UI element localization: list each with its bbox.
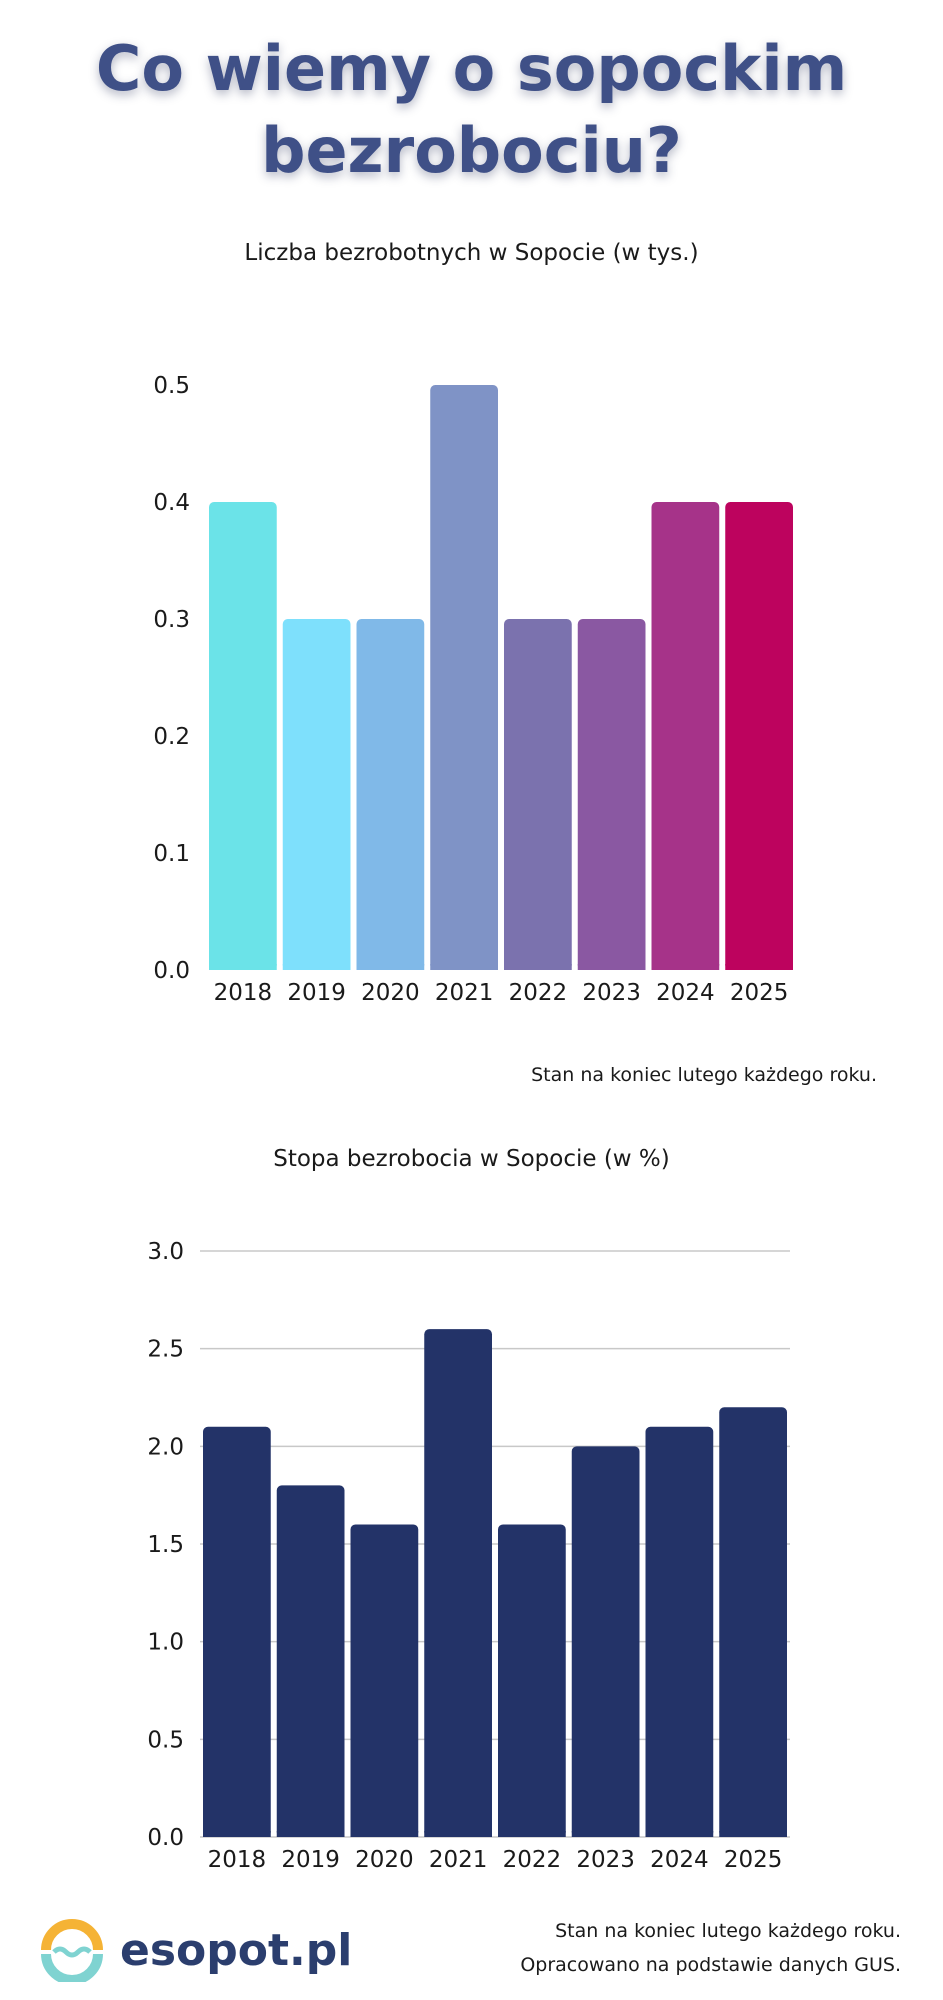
count-bar-2019 bbox=[282, 619, 351, 970]
count-bar-base-2023 bbox=[577, 964, 646, 970]
rate-bar-base-2024 bbox=[645, 1831, 714, 1837]
rate-y-tick-label: 0.0 bbox=[147, 1825, 184, 1851]
count-bar-2021 bbox=[430, 385, 498, 970]
rate-x-tick-label: 2023 bbox=[576, 1847, 635, 1870]
count-bar-2020 bbox=[356, 619, 425, 970]
count-bar-2023 bbox=[577, 619, 646, 970]
sun-waves-logo-icon bbox=[41, 1919, 103, 1982]
count-x-tick-label: 2020 bbox=[361, 980, 420, 1006]
count-bar-2022 bbox=[504, 619, 572, 970]
footer-note-source: Opracowano na podstawie danych GUS. bbox=[520, 1954, 901, 1976]
count-y-tick-label: 0.0 bbox=[153, 958, 190, 984]
rate-x-tick-label: 2019 bbox=[281, 1847, 340, 1870]
rate-x-tick-label: 2022 bbox=[503, 1847, 562, 1870]
esopot-logo: esopot.pl bbox=[40, 1918, 352, 1982]
count-bar-base-2025 bbox=[725, 964, 793, 970]
rate-bar-base-2020 bbox=[350, 1831, 419, 1837]
rate-bar-base-2019 bbox=[276, 1831, 345, 1837]
chart2-title: Stopa bezrobocia w Sopocie (w %) bbox=[273, 1146, 670, 1172]
count-x-tick-label: 2023 bbox=[582, 980, 641, 1006]
rate-y-tick-label: 2.5 bbox=[147, 1337, 184, 1363]
rate-bar-2022 bbox=[498, 1524, 566, 1837]
count-bar-base-2019 bbox=[282, 964, 351, 970]
rate-x-tick-label: 2025 bbox=[724, 1847, 783, 1870]
rate-bar-2025 bbox=[719, 1407, 787, 1837]
rate-bar-2019 bbox=[276, 1485, 345, 1837]
count-y-tick-label: 0.2 bbox=[153, 724, 190, 750]
footer-note-date: Stan na koniec lutego każdego roku. bbox=[555, 1920, 901, 1942]
count-bar-base-2024 bbox=[651, 964, 720, 970]
count-x-tick-label: 2019 bbox=[287, 980, 346, 1006]
rate-x-tick-label: 2020 bbox=[355, 1847, 414, 1870]
rate-bar-2020 bbox=[350, 1524, 419, 1837]
page-title-line2: bezrobociu? bbox=[261, 114, 682, 187]
unemployment-rate-chart: 0.0 0.5 1.0 1.5 2.0 2.5 3.0 2018 2019 2020 2021 202… bbox=[147, 1239, 790, 1870]
count-y-tick-label: 0.4 bbox=[153, 490, 190, 516]
count-y-tick-label: 0.5 bbox=[153, 373, 190, 399]
rate-y-tick-label: 1.0 bbox=[147, 1630, 184, 1656]
rate-bar-base-2021 bbox=[424, 1831, 492, 1837]
rate-y-tick-label: 0.5 bbox=[147, 1727, 184, 1753]
count-bar-base-2022 bbox=[504, 964, 572, 970]
rate-bar-2018 bbox=[203, 1426, 271, 1837]
count-x-tick-label: 2022 bbox=[509, 980, 568, 1006]
brand-name: esopot.pl bbox=[120, 1924, 353, 1976]
page-title-line1: Co wiemy o sopockim bbox=[95, 32, 848, 105]
count-y-tick-label: 0.3 bbox=[153, 607, 190, 633]
count-y-tick-label: 0.1 bbox=[153, 841, 190, 867]
rate-bar-base-2018 bbox=[203, 1831, 271, 1837]
rate-bar-base-2022 bbox=[498, 1831, 566, 1837]
count-bar-2025 bbox=[725, 502, 793, 970]
page-title: Co wiemy o sopockim bezrobociu? bbox=[0, 28, 943, 192]
count-bar-base-2021 bbox=[430, 964, 498, 970]
count-x-tick-label: 2018 bbox=[214, 980, 273, 1006]
rate-y-tick-label: 2.0 bbox=[147, 1434, 184, 1460]
count-bar-base-2018 bbox=[209, 964, 277, 970]
rate-bar-base-2023 bbox=[571, 1831, 640, 1837]
count-x-tick-label: 2025 bbox=[730, 980, 789, 1006]
count-bar-base-2020 bbox=[356, 964, 425, 970]
rate-bar-2021 bbox=[424, 1329, 492, 1837]
count-bar-2024 bbox=[651, 502, 720, 970]
rate-x-tick-label: 2018 bbox=[208, 1847, 267, 1870]
chart1-note: Stan na koniec lutego każdego roku. bbox=[531, 1064, 877, 1086]
rate-y-tick-label: 1.5 bbox=[147, 1532, 184, 1558]
rate-x-tick-label: 2024 bbox=[650, 1847, 709, 1870]
count-bar-2018 bbox=[209, 502, 277, 970]
count-x-tick-label: 2024 bbox=[656, 980, 715, 1006]
rate-x-tick-label: 2021 bbox=[429, 1847, 488, 1870]
rate-bar-2024 bbox=[645, 1426, 714, 1837]
footer-notes: Stan na koniec lutego każdego roku. Opra… bbox=[520, 1914, 901, 1982]
rate-y-tick-label: 3.0 bbox=[147, 1239, 184, 1265]
unemployed-count-chart: 0.0 0.1 0.2 0.3 0.4 0.5 2018 2019 2020 2021 2022 20… bbox=[153, 373, 793, 1006]
chart1-title: Liczba bezrobotnych w Sopocie (w tys.) bbox=[244, 240, 699, 266]
count-x-tick-label: 2021 bbox=[435, 980, 494, 1006]
rate-bar-2023 bbox=[571, 1446, 640, 1837]
rate-bar-base-2025 bbox=[719, 1831, 787, 1837]
